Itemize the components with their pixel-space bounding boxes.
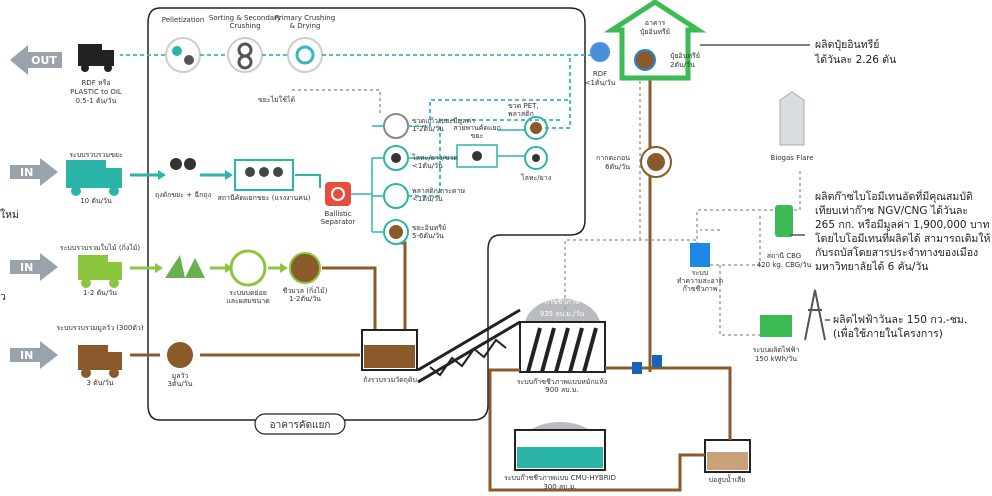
- stream-label: 5-6ตัน/วัน: [412, 232, 444, 240]
- note: ผลิตไฟฟ้าวันละ 150 กว.-ชม.: [833, 313, 967, 326]
- process-label: RDF: [593, 70, 607, 78]
- process-label: Separator: [321, 218, 356, 226]
- process-label: ปุ๋ยอินทรีย์: [670, 52, 700, 60]
- process-label: อาคาร: [645, 19, 666, 27]
- process-label: ระบบก๊าซชีวภาพแบบหมักแห้ง: [517, 378, 608, 386]
- process-label: ขยะไม่ใช้ได้: [258, 95, 295, 104]
- out-label: OUT: [31, 54, 57, 67]
- process-label: Crushing: [229, 22, 260, 30]
- note: 265 กก. หรือมีมูลค่า 1,900,000 บาท: [815, 218, 990, 231]
- output-label: Biogas Flare: [771, 154, 814, 162]
- process-label: ปุ๋ยอินทรีย์: [640, 28, 670, 36]
- process-label: 1-2ตัน/วัน: [289, 295, 321, 303]
- rdf-oil: 0.5-1 ตัน/วัน: [76, 97, 117, 105]
- diagram: OUT IN IN IN ใหม่ ว RDF หรือ PLASTIC to …: [0, 0, 992, 496]
- stream-label: พลาสติก/กระดาษ: [412, 187, 465, 195]
- cut-text: ว: [0, 291, 6, 303]
- process-label: & Drying: [290, 22, 321, 30]
- process-label: ทำความสะอาด: [677, 277, 723, 285]
- building-label: อาคารคัดแยก: [270, 420, 331, 431]
- output-label: 420 kg. CBG/วัน: [757, 261, 812, 269]
- note: ผลิตก๊าซไบโอมีเทนอัดที่มีคุณสมบัติ: [815, 189, 973, 203]
- process-label: 300 ลบ.ม.: [543, 483, 576, 491]
- stream-label: <1ตัน/วัน: [412, 162, 443, 170]
- source-amount: 10 ตัน/วัน: [80, 197, 112, 205]
- process-label: 2ตัน/วัน: [670, 61, 695, 69]
- process-label: ระบบบดย่อย: [229, 289, 267, 297]
- process-label: บ่อสูบน้ำเสีย: [709, 473, 746, 484]
- process-label: ขยะ: [471, 132, 484, 140]
- output-label: ระบบผลิตไฟฟ้า: [753, 345, 800, 354]
- stream-label: ขวดแก้ว/ขยะมีมูลค่า: [412, 117, 475, 125]
- process-label: 900 ลบ.ม.: [545, 386, 578, 394]
- process-label: Primary Crushing: [275, 14, 335, 22]
- output-label: 150 kWh/วัน: [755, 355, 797, 363]
- note: ผลิตปุ๋ยอินทรีย์: [815, 38, 879, 51]
- in-label: IN: [20, 261, 33, 274]
- stream-label: โลหะ/ยาง: [521, 173, 551, 182]
- cut-text: ใหม่: [0, 208, 19, 221]
- process-label: ระบบ: [692, 269, 708, 277]
- note: มหาวิทยาลัยได้ 6 คัน/วัน: [815, 260, 928, 273]
- in-label: IN: [20, 349, 33, 362]
- process-label: ก๊าซชีวภาพ: [683, 285, 718, 293]
- process-label: ถังรวบรวมวัตถุดิบ: [363, 376, 417, 384]
- shredder-icon: [231, 251, 265, 285]
- stream-label: 1-2ตัน/วัน: [412, 125, 444, 133]
- biomass-icon: [290, 253, 320, 283]
- stream-label: ขยะอินทรีย์: [412, 224, 446, 232]
- note: กับรถบัสโดยสารประจำทางของเมือง: [815, 246, 978, 259]
- process-label: มูลวัว: [172, 372, 189, 380]
- process-label: สถานีคัดแยกขยะ (แรงงานคน): [218, 194, 311, 202]
- process-label: Ballistic: [324, 210, 351, 218]
- note: ได้วันละ 2.26 ตัน: [814, 53, 896, 66]
- rdf-oil: PLASTIC to OIL: [70, 88, 122, 96]
- gas-label: ก๊าซชีวภาพ: [545, 298, 580, 306]
- process-label: ชีวมวล (กิ่งไม้): [283, 286, 328, 295]
- stream-label: พลาสติก: [508, 110, 534, 118]
- in-label: IN: [20, 166, 33, 179]
- rdf-oil: RDF หรือ: [81, 79, 110, 87]
- process-label: Sorting & Secondary: [209, 14, 281, 22]
- stream-label: โลหะ/ยาง/ขวด: [412, 153, 458, 162]
- stream-label: <1ตัน/วัน: [412, 195, 443, 203]
- process-label: ระบบก๊าซชีวภาพแบบ CMU-HYBRID: [504, 474, 616, 482]
- source-title: ระบบรวบรวมมูลวัว (300ตัว): [56, 324, 143, 332]
- process-label: กากตะกอน: [596, 154, 630, 162]
- process-label: 3ตัน/วัน: [168, 380, 193, 388]
- process-label: ถุงดักขยะ + ฉีกถุง: [155, 191, 211, 199]
- note: เทียบเท่าก๊าซ NGV/CNG ได้วันละ: [815, 204, 968, 217]
- source-title: ระบบรวบรวมใบไม้ (กิ่งไม้): [60, 243, 141, 252]
- source-amount: 1-2 ตัน/วัน: [83, 289, 117, 297]
- source-amount: 3 ตัน/วัน: [86, 379, 113, 387]
- gas-label: 935 ลบ.ม./วัน: [540, 310, 585, 318]
- output-label: สถานี CBG: [767, 252, 801, 260]
- stream-label: ขวด PET,: [508, 102, 539, 110]
- process-label: Pelletization: [162, 16, 205, 24]
- source-title: ระบบรวบรวมขยะ: [69, 151, 123, 159]
- note: โดยไบโอมีเทนที่ผลิตได้ สามารถเติมให้: [815, 231, 990, 245]
- process-label: และผสมขนาด: [226, 297, 270, 305]
- process-label: 6ตัน/วัน: [605, 163, 630, 171]
- note: (เพื่อใช้ภายในโครงการ): [833, 326, 943, 340]
- process-label: สายพานคัดแยก: [453, 124, 501, 132]
- process-label: <1ตัน/วัน: [585, 79, 616, 87]
- manure-icon: [166, 341, 194, 369]
